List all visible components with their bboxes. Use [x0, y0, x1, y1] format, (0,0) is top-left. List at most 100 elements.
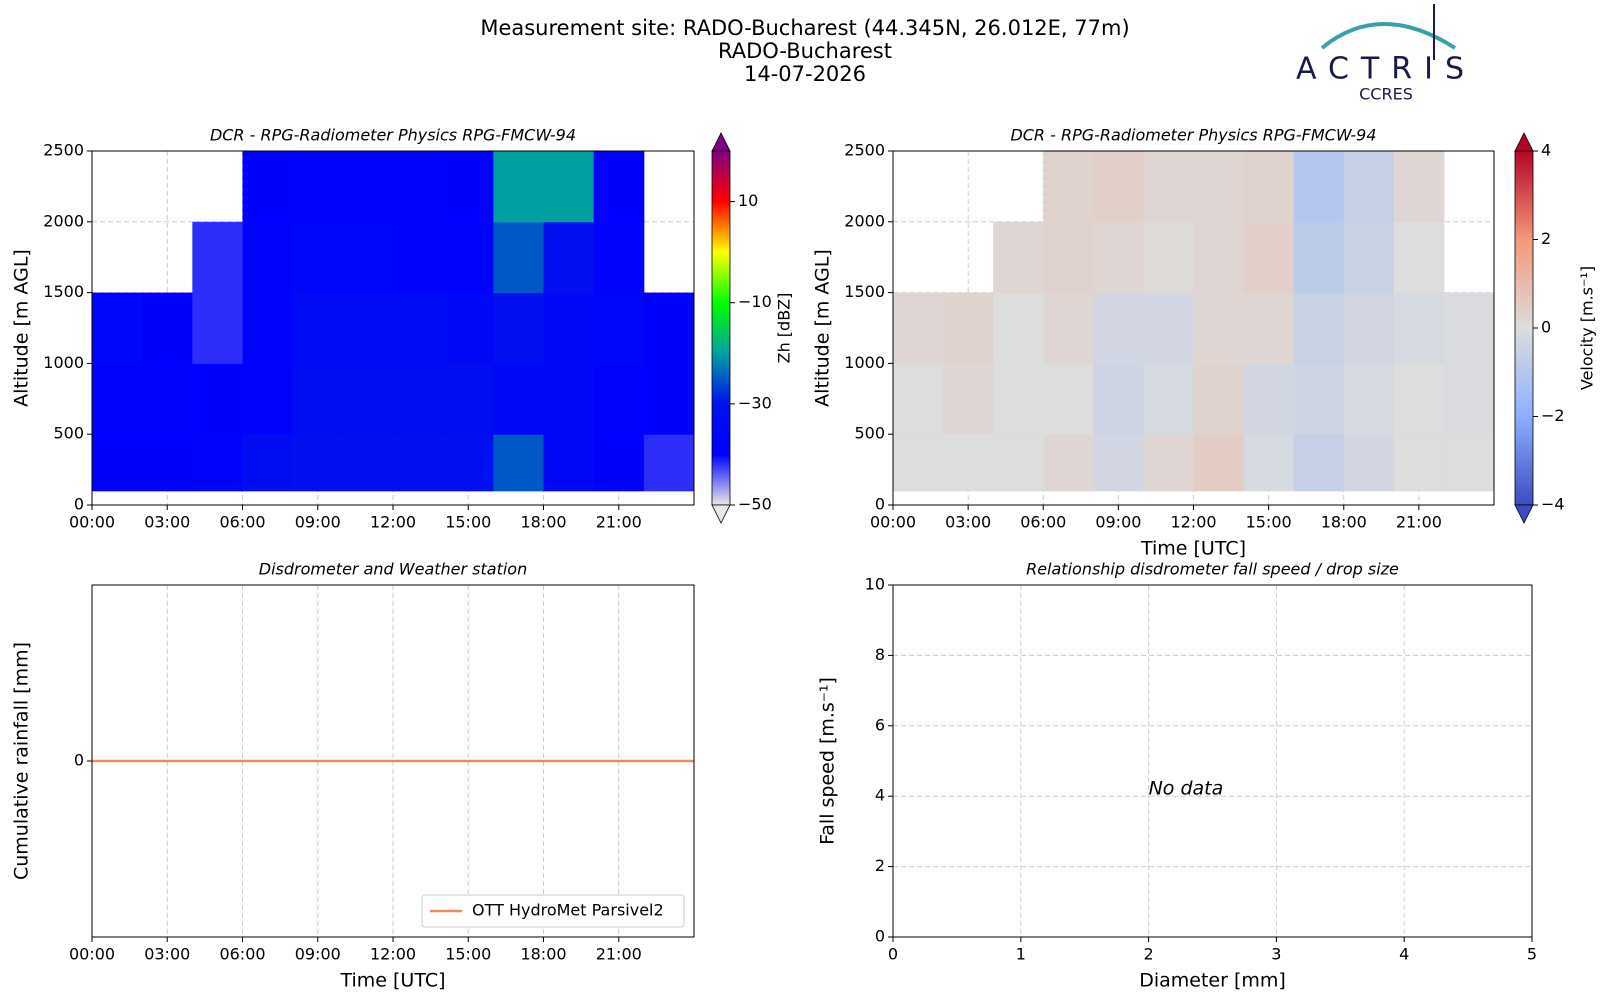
y-tick-label: 500	[854, 424, 885, 443]
heatmap-cell	[493, 292, 544, 364]
x-tick-label: 3	[1271, 945, 1281, 964]
x-tick-label: 15:00	[445, 945, 491, 964]
heatmap-cell	[1193, 221, 1245, 294]
heatmap-cell	[493, 363, 544, 435]
heatmap-cell	[242, 151, 294, 223]
x-tick-label: 0	[888, 945, 898, 964]
heatmap-cell	[643, 292, 695, 364]
heatmap-cell	[943, 292, 994, 364]
x-tick-label: 06:00	[1020, 513, 1066, 532]
x-tick-label: 09:00	[295, 513, 341, 532]
plot-area	[893, 585, 1532, 937]
heatmap-cell	[292, 434, 344, 492]
y-tick-label: 0	[74, 751, 84, 770]
heatmap-cell	[1143, 363, 1194, 435]
heatmap-cell	[443, 151, 494, 223]
heatmap-cell	[1043, 363, 1094, 435]
heatmap-cell	[493, 151, 544, 223]
heatmap-cell	[543, 363, 595, 435]
heatmap-cell	[1293, 363, 1345, 435]
x-tick-label: 09:00	[295, 945, 341, 964]
heatmap-cell	[1043, 151, 1094, 223]
heatmap-cell	[893, 434, 944, 492]
colorbar-tick-label: −30	[738, 393, 772, 412]
colorbar-tick-label: −2	[1541, 406, 1565, 425]
heatmap-cell	[543, 221, 595, 294]
y-tick-label: 0	[875, 927, 885, 946]
axes-title: Disdrometer and Weather station	[259, 560, 527, 579]
colorbar-tick-label: −10	[738, 292, 772, 311]
heatmap-cell	[1393, 221, 1445, 294]
heatmap-cell	[1043, 434, 1094, 492]
y-tick-label: 1000	[844, 353, 885, 372]
heatmap-cell	[192, 221, 243, 294]
heatmap-cell	[543, 151, 595, 223]
heatmap-cell	[292, 151, 344, 223]
header-title: RADO-Bucharest	[718, 39, 892, 63]
heatmap-cell	[1043, 292, 1094, 364]
colorbar-label: Zh [dBZ]	[775, 293, 794, 364]
heatmap-cell	[192, 434, 243, 492]
y-tick-label: 2	[875, 856, 885, 875]
heatmap-cell	[1293, 292, 1345, 364]
y-axis-label: Altitude [m AGL]	[812, 249, 834, 407]
heatmap-cell	[192, 363, 243, 435]
y-tick-label: 2500	[43, 141, 84, 160]
x-tick-label: 12:00	[370, 945, 416, 964]
heatmap-cell	[242, 221, 294, 294]
heatmap-cell	[1093, 151, 1144, 223]
heatmap-cell	[643, 434, 695, 492]
heatmap-cell	[292, 221, 344, 294]
heatmap-cell	[593, 292, 645, 364]
header-title: Measurement site: RADO-Bucharest (44.345…	[480, 16, 1129, 40]
colorbar-tick-label: 0	[1541, 318, 1551, 337]
x-tick-label: 15:00	[1246, 513, 1292, 532]
colorbar	[1514, 150, 1534, 506]
x-tick-label: 00:00	[69, 945, 115, 964]
x-tick-label: 03:00	[144, 513, 190, 532]
heatmap-cell	[142, 363, 193, 435]
heatmap-cell	[943, 363, 994, 435]
logo: ACTRIS CCRES	[1296, 4, 1464, 104]
y-tick-label: 1000	[43, 353, 84, 372]
colorbar-extend	[711, 504, 731, 524]
heatmap-cell	[1343, 434, 1395, 492]
heatmap-cell	[242, 292, 294, 364]
logo-subtext: CCRES	[1359, 85, 1413, 104]
heatmap-cell	[993, 292, 1044, 364]
y-tick-label: 8	[875, 645, 885, 664]
heatmap-cell	[1193, 434, 1245, 492]
axes-title: Relationship disdrometer fall speed / dr…	[1026, 560, 1399, 579]
heatmap-cell	[443, 221, 494, 294]
heatmap-cell	[1093, 363, 1144, 435]
heatmap-cell	[1243, 363, 1295, 435]
heatmap-cell	[292, 363, 344, 435]
heatmap-cell	[593, 221, 645, 294]
heatmap-cell	[943, 434, 994, 492]
heatmap-cell	[393, 151, 444, 223]
heatmap-cell	[1343, 151, 1395, 223]
y-tick-label: 6	[875, 715, 885, 734]
colorbar	[711, 150, 731, 506]
x-axis-label: Time [UTC]	[1140, 538, 1246, 560]
annotation: No data	[1149, 778, 1224, 800]
y-tick-label: 1500	[844, 282, 885, 301]
y-tick-label: 2500	[844, 141, 885, 160]
heatmap-cell	[1143, 151, 1194, 223]
heatmap-cell	[292, 292, 344, 364]
heatmap-cell	[393, 363, 444, 435]
heatmap-cell	[1093, 221, 1144, 294]
x-tick-label: 00:00	[870, 513, 916, 532]
heatmap-cell	[142, 292, 193, 364]
heatmap-cell	[1243, 292, 1295, 364]
heatmap-cell	[543, 292, 595, 364]
colorbar-tick-label: −50	[738, 495, 772, 514]
heatmap-cell	[92, 363, 143, 435]
y-axis-label: Fall speed [m.s⁻¹]	[817, 677, 839, 845]
heatmap-cell	[543, 434, 595, 492]
heatmap-cell	[342, 363, 394, 435]
heatmap-cell	[92, 434, 143, 492]
x-tick-label: 18:00	[1321, 513, 1367, 532]
heatmap-cell	[1143, 221, 1194, 294]
heatmap-cell	[1343, 292, 1395, 364]
